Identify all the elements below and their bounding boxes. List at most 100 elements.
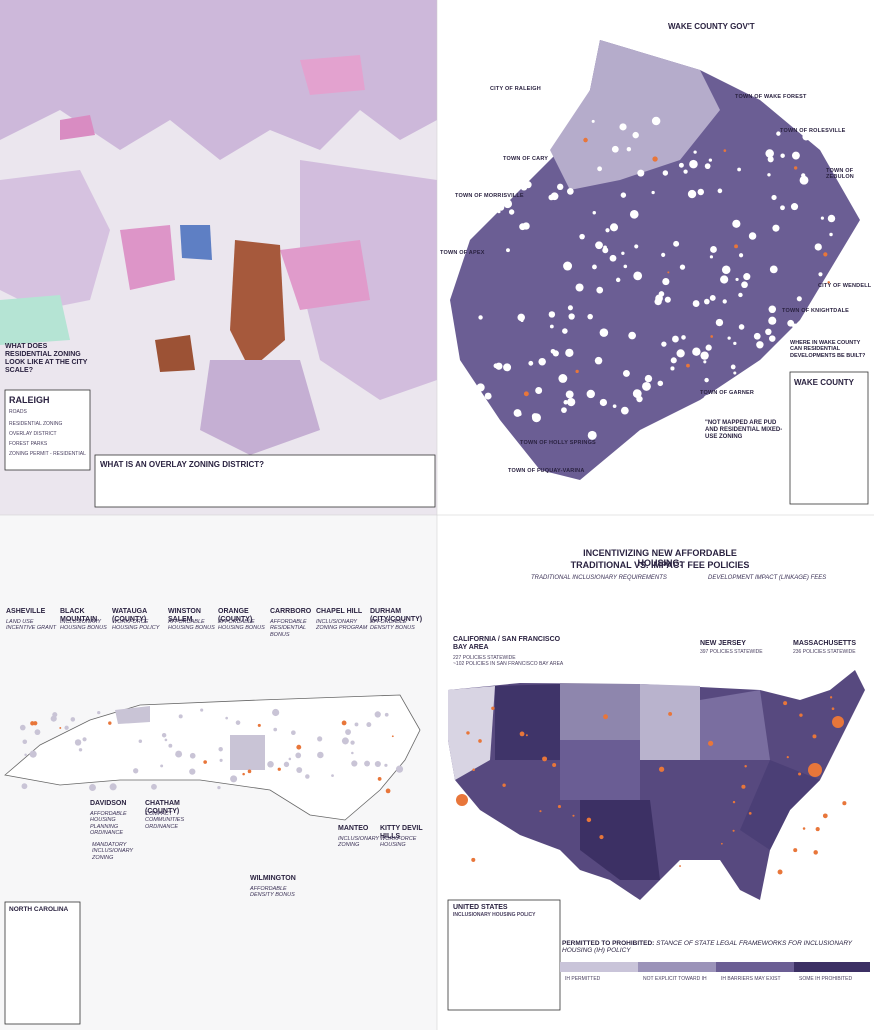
map-dot bbox=[374, 711, 381, 718]
map-dot bbox=[503, 363, 512, 372]
map-dot bbox=[89, 784, 96, 791]
map-dot bbox=[594, 356, 603, 365]
map-dot bbox=[821, 124, 829, 132]
map-dot bbox=[565, 390, 574, 399]
map-dot bbox=[189, 768, 196, 775]
map-dot bbox=[687, 189, 697, 199]
raleigh-map bbox=[0, 0, 437, 515]
map-dot bbox=[753, 332, 761, 340]
map-dot bbox=[812, 734, 817, 739]
map-dot bbox=[350, 740, 355, 745]
map-dot bbox=[572, 814, 575, 817]
map-dot bbox=[385, 788, 391, 794]
map-dot bbox=[826, 338, 832, 344]
map-dot bbox=[532, 134, 539, 140]
map-dot bbox=[670, 357, 677, 364]
legend-item: ROADS bbox=[9, 409, 27, 415]
map-dot bbox=[780, 205, 785, 211]
map-dot bbox=[108, 721, 112, 725]
map-dot bbox=[351, 760, 358, 767]
scale-subheading: STANCE OF STATE LEGAL FRAMEWORKS FOR INC… bbox=[562, 940, 853, 955]
map-dot bbox=[550, 348, 556, 354]
scale-label: IH PERMITTED bbox=[565, 976, 601, 982]
map-dot bbox=[793, 166, 798, 170]
map-dot bbox=[277, 767, 281, 771]
map-dot bbox=[506, 248, 510, 253]
map-dot bbox=[799, 175, 809, 185]
map-dot bbox=[717, 188, 723, 194]
map-dot bbox=[563, 261, 573, 271]
map-dot bbox=[563, 400, 568, 405]
place-name: MANTEO bbox=[338, 825, 369, 832]
map-dot bbox=[203, 760, 207, 764]
map-dot bbox=[619, 123, 627, 131]
map-dot bbox=[384, 712, 389, 717]
map-dot bbox=[597, 166, 603, 172]
map-dot bbox=[695, 420, 700, 425]
map-dot bbox=[109, 783, 117, 791]
map-dot bbox=[768, 316, 777, 325]
map-dot bbox=[587, 430, 597, 440]
map-dot bbox=[522, 139, 526, 143]
legend-item: RESIDENTIAL ZONING bbox=[9, 421, 63, 427]
map-dot bbox=[138, 739, 143, 743]
map-dot bbox=[741, 281, 748, 289]
map-dot bbox=[827, 281, 830, 284]
ca-name: CALIFORNIA / SAN FRANCISCO BAY AREA bbox=[453, 636, 561, 652]
map-dot bbox=[809, 118, 814, 123]
map-dot bbox=[802, 827, 806, 830]
map-dot bbox=[672, 335, 679, 343]
map-dot bbox=[497, 210, 501, 214]
map-dot bbox=[820, 216, 824, 220]
map-dot bbox=[558, 374, 568, 383]
map-dot bbox=[567, 397, 576, 407]
map-dot bbox=[605, 228, 610, 233]
town-label: TOWN OF ROLESVILLE bbox=[780, 128, 846, 134]
place-policy: AFFORDABLE HOUSING BONUS bbox=[218, 619, 265, 632]
map-dot bbox=[219, 758, 223, 762]
map-dot bbox=[341, 720, 347, 726]
map-dot bbox=[225, 716, 228, 720]
map-dot bbox=[557, 805, 561, 809]
map-dot bbox=[831, 707, 835, 711]
raleigh-title: RALEIGH bbox=[9, 395, 50, 405]
map-dot bbox=[732, 219, 741, 228]
map-dot bbox=[658, 766, 665, 772]
map-dot bbox=[33, 721, 38, 726]
map-dot bbox=[377, 777, 382, 781]
map-dot bbox=[471, 857, 476, 862]
map-dot bbox=[637, 169, 645, 177]
map-dot bbox=[773, 407, 781, 416]
map-dot bbox=[681, 335, 686, 340]
map-dot bbox=[466, 731, 470, 735]
map-dot bbox=[267, 760, 274, 768]
map-dot bbox=[503, 199, 513, 209]
overlay-heading: WHAT IS AN OVERLAY ZONING DISTRICT? bbox=[100, 460, 265, 469]
extra-policy: MANDATORY INCLUSIONARY ZONING bbox=[92, 842, 133, 861]
map-dot bbox=[539, 810, 542, 813]
map-dot bbox=[823, 252, 828, 257]
map-dot bbox=[633, 271, 643, 281]
map-dot bbox=[523, 391, 529, 397]
map-dot bbox=[662, 170, 669, 176]
place-name: CHATHAM (COUNTY) bbox=[145, 800, 180, 816]
place-policy: WORKFORCE HOUSING bbox=[380, 836, 417, 849]
map-dot bbox=[829, 232, 833, 237]
map-dot bbox=[658, 291, 665, 297]
map-dot bbox=[288, 757, 292, 761]
map-dot bbox=[790, 337, 794, 341]
map-dot bbox=[175, 750, 183, 758]
map-dot bbox=[722, 299, 727, 304]
map-dot bbox=[552, 763, 557, 768]
map-dot bbox=[741, 421, 750, 430]
us-title: INCENTIVIZING NEW AFFORDABLE HOUSING: bbox=[583, 548, 737, 569]
map-dot bbox=[700, 351, 709, 360]
map-dot bbox=[561, 407, 567, 413]
map-dot bbox=[787, 319, 795, 327]
us-subtitle: TRADITIONAL VS. IMPACT FEE POLICIES bbox=[570, 560, 750, 570]
map-dot bbox=[768, 305, 777, 314]
map-dot bbox=[692, 300, 700, 307]
map-dot bbox=[793, 848, 798, 853]
wake-heading: WAKE COUNTY GOV'T bbox=[668, 22, 755, 31]
legend-item: ZONING PERMIT - RESIDENTIAL bbox=[9, 451, 86, 457]
